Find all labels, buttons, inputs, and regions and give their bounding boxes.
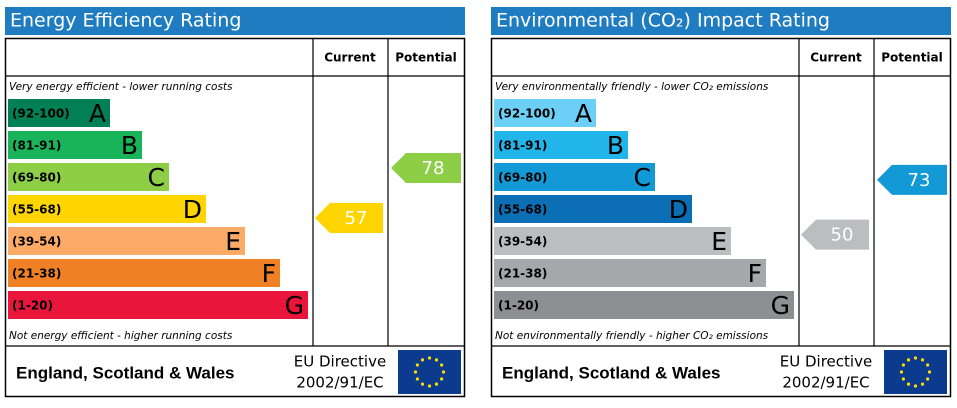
band-range: (55-68) — [498, 203, 547, 217]
eu-star — [415, 377, 419, 381]
band-range: (69-80) — [498, 171, 547, 185]
top-note: Very environmentally friendly - lower CO… — [495, 81, 769, 93]
eu-star — [920, 382, 925, 386]
rating-band — [8, 259, 280, 287]
directive-line-2: 2002/91/EC — [782, 374, 869, 392]
footer-region: England, Scotland & Wales — [16, 363, 235, 382]
rating-band — [8, 291, 308, 319]
rating-band — [494, 291, 794, 319]
band-letter: C — [148, 163, 165, 192]
footer-region: England, Scotland & Wales — [502, 363, 721, 382]
eu-star — [413, 370, 418, 374]
band-range: (1-20) — [12, 299, 53, 313]
eu-star — [913, 356, 918, 360]
eu-star — [913, 384, 918, 388]
band-letter: D — [183, 195, 202, 224]
rating-panel: Energy Efficiency Rating Current Potential… — [4, 7, 466, 398]
rating-band — [8, 131, 142, 159]
rating-band — [494, 195, 692, 223]
potential-value: 73 — [908, 170, 931, 191]
panel-title: Environmental (CO₂) Impact Rating — [496, 10, 830, 32]
eu-star — [920, 358, 925, 362]
band-letter: F — [262, 259, 276, 288]
current-value: 57 — [345, 208, 368, 229]
eu-star — [901, 377, 905, 381]
band-range: (92-100) — [12, 107, 70, 121]
title-bar — [491, 7, 951, 35]
band-letter: B — [121, 131, 138, 160]
rating-band — [494, 227, 731, 255]
eu-star — [926, 377, 930, 381]
panel-frame — [490, 37, 952, 398]
rating-band — [8, 195, 206, 223]
directive-line-2: 2002/91/EC — [296, 374, 383, 392]
directive-line-1: EU Directive — [294, 353, 386, 371]
eu-star — [440, 377, 444, 381]
eu-star — [415, 363, 419, 367]
rating-band — [494, 99, 596, 127]
eu-star — [420, 382, 425, 386]
bottom-note: Not energy efficient - higher running co… — [9, 330, 233, 342]
eu-star — [441, 370, 446, 374]
band-letter: F — [748, 259, 762, 288]
band-letter: A — [575, 99, 592, 128]
rating-band — [8, 227, 245, 255]
eu-star — [906, 358, 911, 362]
header-current: Current — [810, 51, 862, 65]
band-range: (39-54) — [498, 235, 547, 249]
rating-band — [8, 99, 110, 127]
current-arrow — [801, 219, 869, 250]
header-current: Current — [324, 51, 376, 65]
eu-star — [434, 382, 439, 386]
panel-title: Energy Efficiency Rating — [10, 10, 241, 32]
eu-star — [927, 370, 932, 374]
eu-star — [906, 382, 911, 386]
band-letter: A — [89, 99, 106, 128]
band-range: (21-38) — [498, 267, 547, 281]
band-range: (81-91) — [498, 139, 547, 153]
eu-star — [427, 356, 432, 360]
band-range: (69-80) — [12, 171, 61, 185]
top-note: Very energy efficient - lower running co… — [9, 81, 233, 93]
band-letter: E — [225, 227, 241, 256]
rating-band — [494, 259, 766, 287]
band-range: (39-54) — [12, 235, 61, 249]
potential-arrow — [877, 164, 947, 195]
potential-value: 78 — [422, 158, 445, 179]
eu-star — [901, 363, 905, 367]
band-range: (92-100) — [498, 107, 556, 121]
band-letter: G — [771, 291, 790, 320]
potential-arrow — [391, 153, 461, 183]
band-range: (21-38) — [12, 267, 61, 281]
band-range: (55-68) — [12, 203, 61, 217]
directive-line-1: EU Directive — [780, 353, 872, 371]
header-potential: Potential — [881, 51, 943, 65]
current-arrow — [315, 202, 383, 233]
band-range: (1-20) — [498, 299, 539, 313]
bottom-note: Not environmentally friendly - higher CO… — [495, 330, 769, 342]
band-letter: C — [634, 163, 651, 192]
band-range: (81-91) — [12, 139, 61, 153]
title-bar — [5, 7, 465, 35]
panel-frame — [4, 37, 466, 398]
header-potential: Potential — [395, 51, 457, 65]
eu-star — [420, 358, 425, 362]
band-letter: D — [669, 195, 688, 224]
band-letter: E — [711, 227, 727, 256]
current-value: 50 — [831, 225, 854, 246]
rating-band — [8, 163, 169, 191]
eu-star — [440, 363, 444, 367]
rating-band — [494, 131, 628, 159]
eu-star — [926, 363, 930, 367]
eu-star — [434, 358, 439, 362]
eu-star — [899, 370, 904, 374]
rating-band — [494, 163, 655, 191]
eu-star — [427, 384, 432, 388]
band-letter: B — [607, 131, 624, 160]
rating-panel: Environmental (CO₂) Impact Rating Current… — [490, 7, 952, 398]
band-letter: G — [285, 291, 304, 320]
